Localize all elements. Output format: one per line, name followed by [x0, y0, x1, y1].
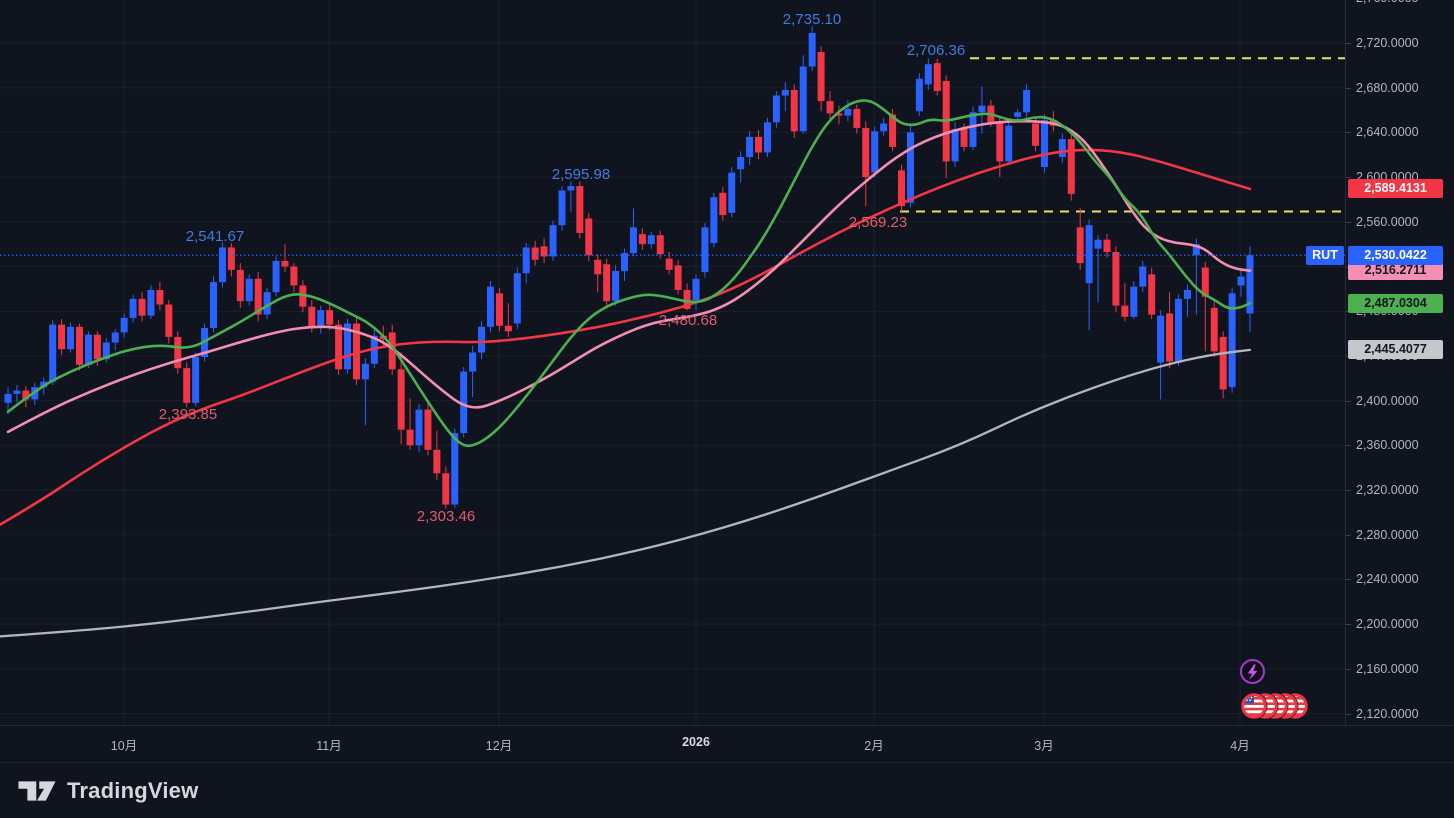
- price-tick-label: 2,680.0000: [1356, 80, 1419, 95]
- time-axis[interactable]: 10月 11月 12月 2026 2月 3月 4月: [0, 725, 1454, 763]
- indicator-price-badge: 2,516.2711: [1348, 261, 1443, 281]
- chart-pane[interactable]: 2,735.10 2,706.36 2,595.98 2,541.67 2,569.23…: [0, 0, 1345, 725]
- price-tick-label: 2,760.0000: [1356, 0, 1419, 6]
- month-label: 2026: [682, 735, 710, 749]
- price-tick-label: 2,640.0000: [1356, 125, 1419, 140]
- price-tick-label: 2,240.0000: [1356, 572, 1419, 587]
- price-tick-mark: [1346, 713, 1351, 715]
- price-axis[interactable]: 2,760.0000 2,720.0000 2,680.0000 2,640.0000…: [1345, 0, 1454, 725]
- ma-mid-pink: [6, 119, 1252, 434]
- price-annotation: 2,393.85: [159, 406, 217, 423]
- price-tick-mark: [1346, 624, 1351, 626]
- price-tick-mark: [1346, 132, 1351, 134]
- month-label: 12月: [485, 739, 513, 753]
- price-tick-label: 2,720.0000: [1356, 36, 1419, 50]
- candlestick-chart[interactable]: 2,735.10 2,706.36 2,595.98 2,541.67 2,569.23…: [0, 0, 1345, 725]
- month-label: 10月: [110, 739, 138, 753]
- month-label: 2月: [864, 739, 884, 753]
- tradingview-logo-icon[interactable]: [17, 776, 57, 806]
- month-label: 4月: [1230, 739, 1250, 753]
- price-tick-mark: [1346, 87, 1351, 89]
- symbol-ticker: RUT: [1312, 247, 1338, 262]
- price-tick-label: 2,120.0000: [1356, 706, 1419, 721]
- price-tick-mark: [1346, 668, 1351, 670]
- price-tick-mark: [1346, 400, 1351, 402]
- indicator-price-badge: 2,589.4131: [1348, 179, 1443, 199]
- ma-slow-red: [0, 148, 1252, 526]
- us-flag-event-icons[interactable]: [1240, 691, 1312, 721]
- level-lines: [900, 57, 1345, 213]
- price-tick-mark: [1346, 43, 1351, 44]
- footer-bar: TradingView: [0, 762, 1454, 818]
- brand-name[interactable]: TradingView: [67, 778, 199, 803]
- ma-fast-green: [6, 99, 1252, 448]
- price-annotation: 2,480.68: [659, 312, 717, 329]
- price-tick-mark: [1346, 445, 1351, 447]
- candles-layer: [4, 26, 1254, 509]
- month-label: 11月: [316, 739, 342, 753]
- price-annotation: 2,303.46: [417, 508, 475, 525]
- price-tick-label: 2,280.0000: [1356, 527, 1419, 542]
- ma-long-white: [0, 348, 1252, 638]
- price-tick-mark: [1346, 177, 1351, 179]
- price-tick-label: 2,400.0000: [1356, 393, 1419, 408]
- price-tick-mark: [1346, 490, 1351, 491]
- month-label: 3月: [1034, 739, 1054, 753]
- indicator-price-badge: 2,445.4077: [1348, 340, 1443, 360]
- price-annotation: 2,735.10: [783, 11, 841, 28]
- price-tick-mark: [1346, 534, 1351, 536]
- lightning-icon[interactable]: [1239, 658, 1267, 686]
- grid-layer: [0, 0, 1345, 725]
- price-annotation: 2,595.98: [552, 166, 610, 183]
- current-price-badge: 2,530.0422: [1348, 245, 1443, 265]
- price-tick-mark: [1346, 579, 1351, 581]
- ma-lines: [0, 99, 1252, 638]
- symbol-price-label: RUT: [1306, 245, 1344, 265]
- price-annotation: 2,706.36: [907, 42, 965, 59]
- price-tick-label: 2,560.0000: [1356, 214, 1419, 229]
- price-tick-mark: [1346, 221, 1351, 223]
- indicator-price-badge: 2,487.0304: [1348, 293, 1443, 313]
- price-tick-label: 2,160.0000: [1356, 661, 1419, 676]
- price-tick-label: 2,200.0000: [1356, 617, 1419, 632]
- price-tick-label: 2,320.0000: [1356, 483, 1419, 497]
- price-annotation: 2,541.67: [186, 228, 244, 245]
- price-tick-label: 2,360.0000: [1356, 438, 1419, 453]
- chart-annotations: 2,735.10 2,706.36 2,595.98 2,541.67 2,569.23…: [159, 11, 965, 525]
- price-annotation: 2,569.23: [849, 214, 907, 231]
